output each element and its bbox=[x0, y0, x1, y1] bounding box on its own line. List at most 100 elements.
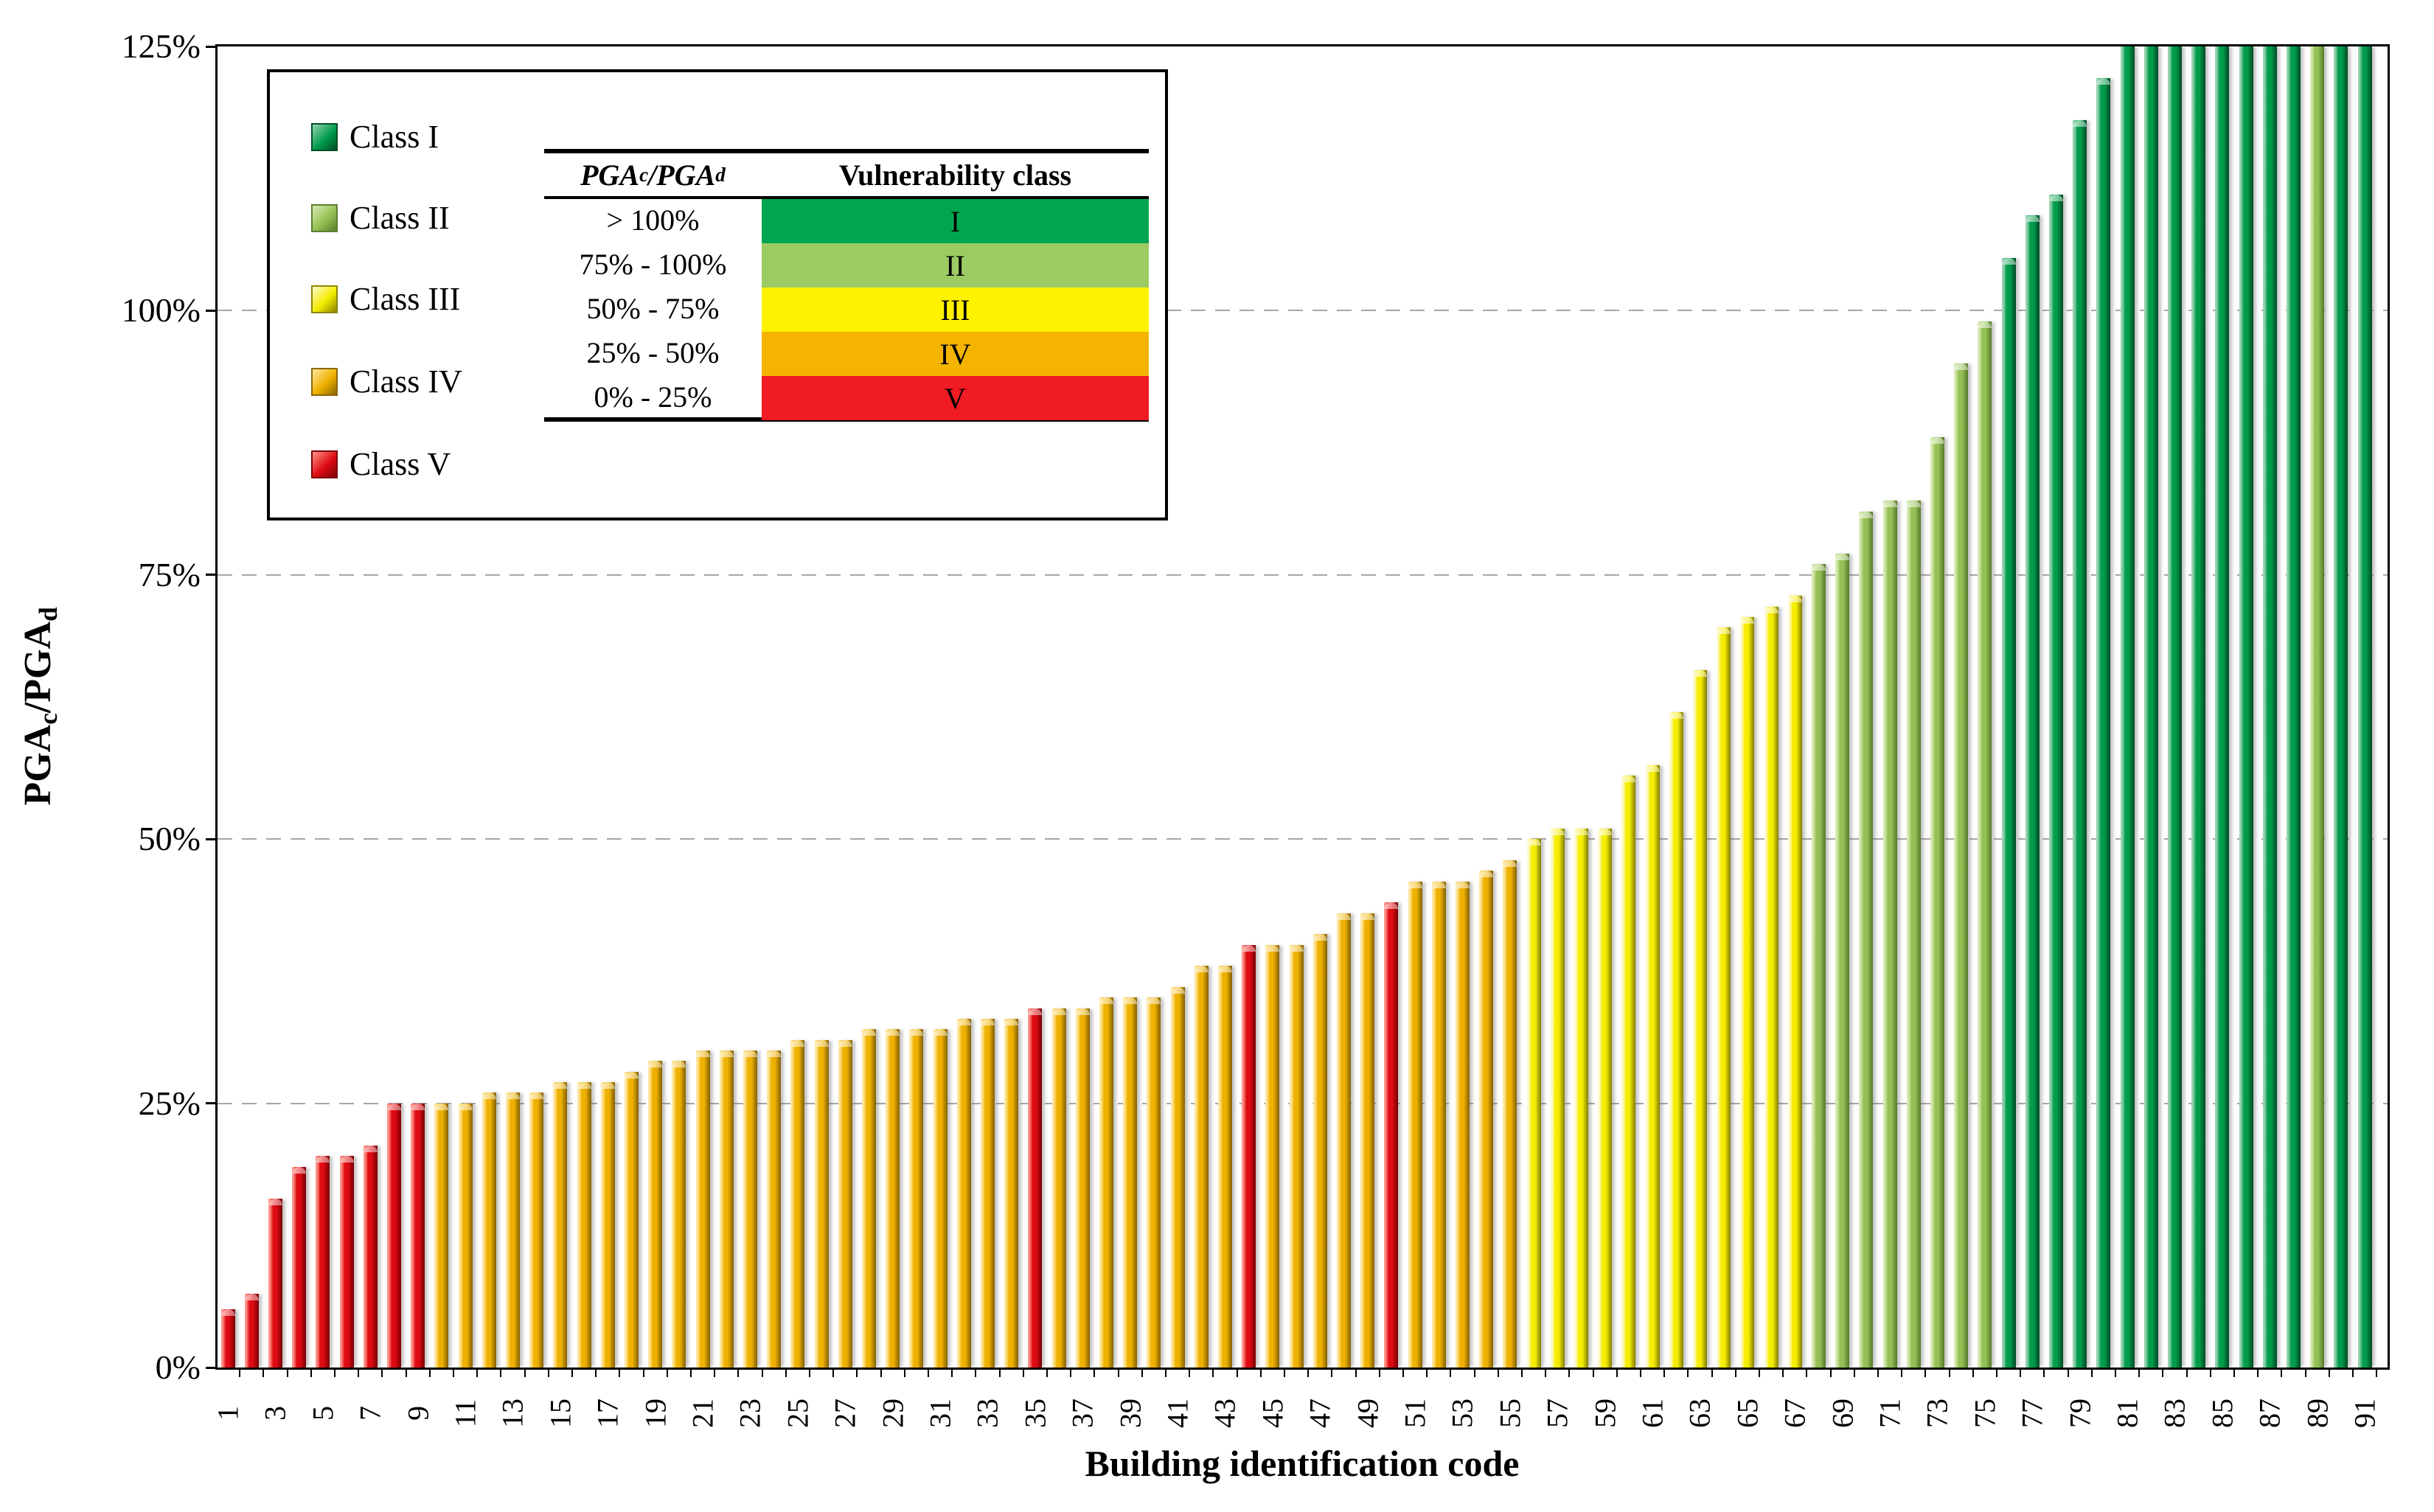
bar-cap bbox=[1978, 321, 1992, 328]
legend-label-II: Class II bbox=[350, 200, 450, 236]
bar-88-class-I bbox=[2286, 46, 2301, 1368]
bar-13-class-IV bbox=[505, 1093, 520, 1368]
bar-cap bbox=[1384, 902, 1399, 910]
bar-cap bbox=[1028, 1008, 1043, 1015]
x-minor-tick bbox=[476, 1368, 479, 1377]
legend-swatch-V-icon bbox=[311, 450, 338, 478]
bar-61-class-III bbox=[1645, 764, 1660, 1368]
bar-91-class-I bbox=[2357, 46, 2372, 1368]
x-minor-tick bbox=[1924, 1368, 1927, 1377]
bar-cap bbox=[505, 1093, 520, 1100]
bar-89-class-II bbox=[2310, 46, 2325, 1368]
bar-cap bbox=[1408, 881, 1422, 888]
x-minor-tick bbox=[2328, 1368, 2330, 1377]
x-minor-tick bbox=[2067, 1368, 2069, 1377]
bar-cap bbox=[1336, 913, 1351, 920]
x-tick-label-9: 9 bbox=[401, 1406, 435, 1421]
bar-59-class-III bbox=[1598, 828, 1613, 1368]
subscript-text: c bbox=[639, 163, 649, 186]
x-minor-tick bbox=[1616, 1368, 1618, 1377]
bar-15-class-IV bbox=[553, 1081, 568, 1368]
x-minor-tick bbox=[1307, 1368, 1310, 1377]
bar-cap bbox=[743, 1050, 757, 1057]
label-text: PGA bbox=[17, 724, 60, 806]
bar-cap bbox=[790, 1039, 805, 1047]
subscript-text: c bbox=[32, 713, 63, 725]
bar-25-class-IV bbox=[790, 1039, 805, 1368]
bar-60-class-III bbox=[1621, 776, 1636, 1368]
legend-label-V: Class V bbox=[350, 446, 451, 482]
x-minor-tick bbox=[2209, 1368, 2211, 1377]
y-axis-title-text: PGAc/PGAd bbox=[16, 607, 63, 805]
x-minor-tick bbox=[2090, 1368, 2093, 1377]
bar-cap bbox=[1906, 501, 1921, 508]
bar-27-class-IV bbox=[838, 1039, 852, 1368]
bar-cap bbox=[1479, 871, 1494, 878]
bar-cap bbox=[1692, 669, 1707, 677]
x-minor-tick bbox=[2257, 1368, 2259, 1377]
x-tick-label-85: 85 bbox=[2205, 1398, 2239, 1428]
x-minor-tick bbox=[1331, 1368, 1333, 1377]
label-text: PGA bbox=[656, 158, 716, 192]
bar-cap bbox=[1217, 966, 1232, 973]
x-minor-tick bbox=[1450, 1368, 1452, 1377]
bar-cap bbox=[1455, 881, 1470, 888]
y-tick-label-0pct: 0% bbox=[155, 1348, 201, 1386]
x-minor-tick bbox=[547, 1368, 549, 1377]
bar-18-class-IV bbox=[624, 1071, 639, 1368]
x-minor-tick bbox=[2114, 1368, 2116, 1377]
x-tick-label-25: 25 bbox=[781, 1398, 815, 1428]
y-tick-label-50pct: 50% bbox=[138, 820, 201, 858]
bar-51-class-IV bbox=[1408, 881, 1422, 1368]
bar-32-class-IV bbox=[956, 1018, 971, 1368]
x-tick-label-65: 65 bbox=[1731, 1398, 1764, 1428]
bar-67-class-III bbox=[1787, 596, 1802, 1368]
table-class-cell-III: III bbox=[762, 288, 1149, 332]
x-minor-tick bbox=[2351, 1368, 2354, 1377]
bar-6-class-V bbox=[339, 1156, 354, 1368]
x-minor-tick bbox=[1070, 1368, 1072, 1377]
x-tick-label-63: 63 bbox=[1683, 1398, 1717, 1428]
x-minor-tick bbox=[262, 1368, 265, 1377]
bar-21-class-IV bbox=[695, 1050, 710, 1368]
x-minor-tick bbox=[524, 1368, 526, 1377]
bar-cap bbox=[1503, 860, 1517, 867]
bar-cap bbox=[292, 1166, 307, 1174]
bar-cap bbox=[1621, 776, 1636, 783]
bar-9-class-V bbox=[411, 1103, 425, 1368]
bar-11-class-IV bbox=[458, 1103, 473, 1368]
x-minor-tick bbox=[619, 1368, 621, 1377]
bar-cap bbox=[600, 1081, 615, 1089]
bar-52-class-IV bbox=[1431, 881, 1446, 1368]
y-tick-75pct bbox=[206, 574, 218, 576]
bar-14-class-IV bbox=[529, 1093, 544, 1368]
x-minor-tick bbox=[1663, 1368, 1666, 1377]
x-tick-label-11: 11 bbox=[448, 1398, 482, 1428]
x-tick-label-59: 59 bbox=[1588, 1398, 1622, 1428]
x-minor-tick bbox=[714, 1368, 716, 1377]
x-tick-label-19: 19 bbox=[639, 1398, 672, 1428]
gridline-100pct bbox=[218, 310, 2388, 312]
bar-cap bbox=[719, 1050, 734, 1057]
subscript-text: d bbox=[715, 163, 726, 186]
x-minor-tick bbox=[785, 1368, 787, 1377]
bar-cap bbox=[1811, 564, 1826, 571]
bar-cap bbox=[1764, 606, 1778, 613]
bar-68-class-II bbox=[1811, 564, 1826, 1368]
table-header-ratio: PGA c / PGA d bbox=[544, 153, 762, 196]
bar-cap bbox=[1574, 828, 1588, 835]
bar-26-class-IV bbox=[814, 1039, 829, 1368]
x-minor-tick bbox=[2376, 1368, 2378, 1377]
bar-cap bbox=[2073, 120, 2087, 128]
bar-cap bbox=[1954, 363, 1969, 371]
x-minor-tick bbox=[975, 1368, 977, 1377]
bar-63-class-III bbox=[1692, 669, 1707, 1368]
bar-2-class-V bbox=[244, 1293, 259, 1368]
subscript-text: d bbox=[32, 607, 63, 621]
x-tick-label-79: 79 bbox=[2063, 1398, 2097, 1428]
x-minor-tick bbox=[571, 1368, 573, 1377]
bar-cap bbox=[1194, 966, 1209, 973]
bar-56-class-III bbox=[1526, 839, 1541, 1368]
bar-31-class-IV bbox=[933, 1029, 947, 1368]
